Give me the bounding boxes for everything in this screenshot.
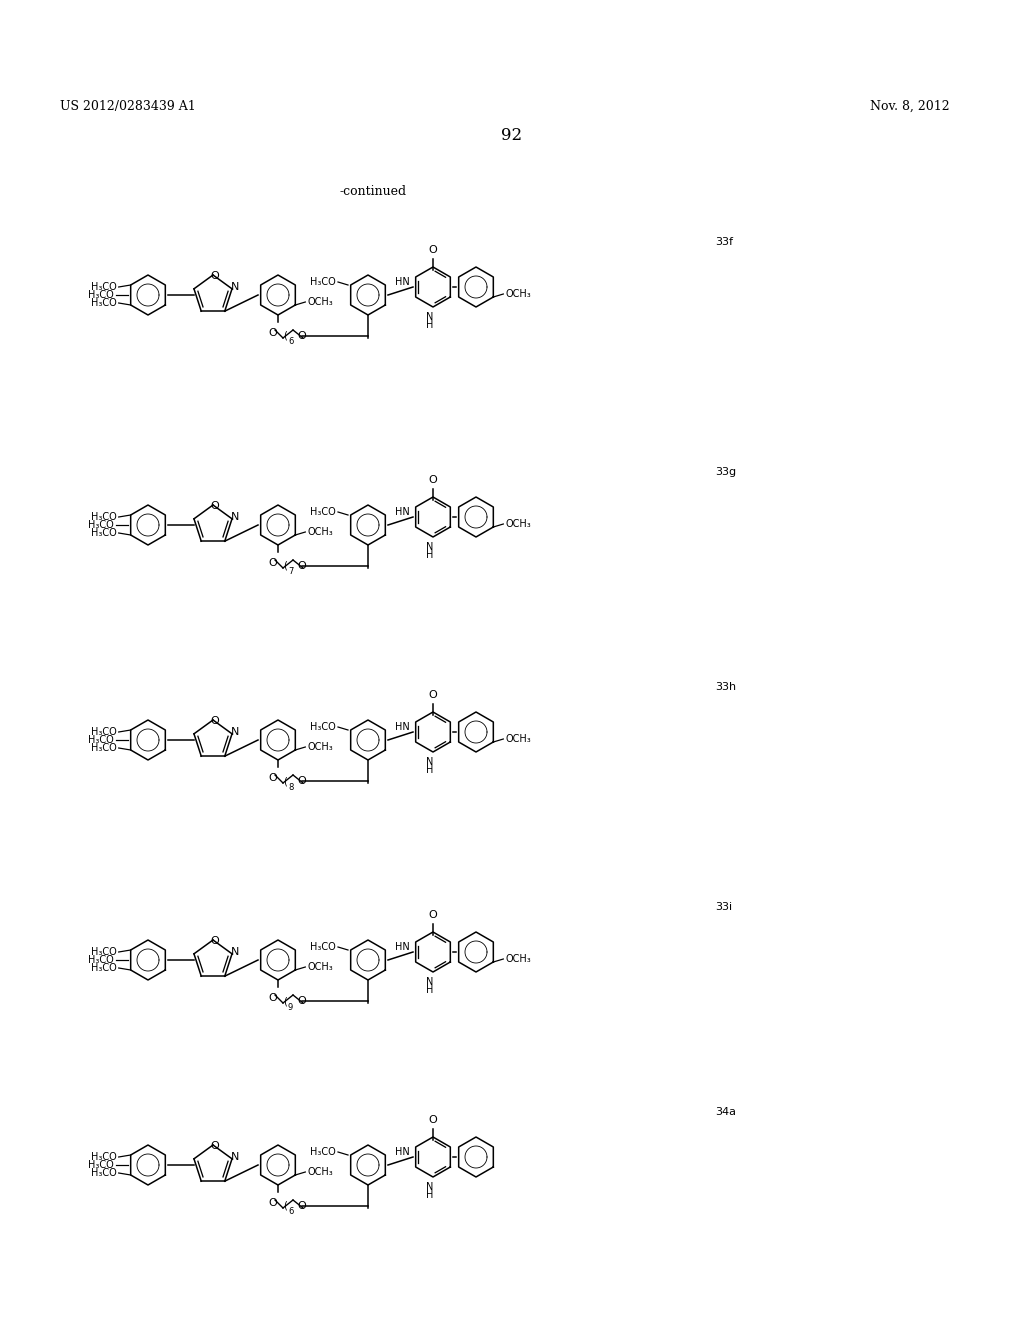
Text: O: O	[211, 271, 219, 281]
Text: 34a: 34a	[715, 1107, 736, 1117]
Text: H₃CO: H₃CO	[91, 1168, 117, 1177]
Text: 7: 7	[288, 568, 293, 577]
Text: H₃CO: H₃CO	[310, 507, 336, 517]
Text: H₃CO: H₃CO	[310, 277, 336, 286]
Text: N: N	[426, 543, 434, 552]
Text: 9: 9	[288, 1002, 293, 1011]
Text: 6: 6	[288, 1208, 293, 1217]
Text: H₃CO: H₃CO	[88, 520, 114, 531]
Text: O: O	[429, 475, 437, 484]
Text: Nov. 8, 2012: Nov. 8, 2012	[870, 100, 949, 114]
Text: OCH₃: OCH₃	[505, 954, 531, 964]
Text: H₃CO: H₃CO	[91, 512, 117, 521]
Text: H₃CO: H₃CO	[91, 298, 117, 308]
Text: (: (	[283, 561, 287, 572]
Text: H: H	[426, 550, 434, 560]
Text: OCH₃: OCH₃	[505, 519, 531, 529]
Text: 33f: 33f	[715, 238, 733, 247]
Text: N: N	[230, 1152, 240, 1162]
Text: O: O	[211, 1140, 219, 1151]
Text: O: O	[211, 936, 219, 946]
Text: H₃CO: H₃CO	[310, 1147, 336, 1158]
Text: O: O	[268, 1199, 278, 1208]
Text: N: N	[230, 512, 240, 521]
Text: H₃CO: H₃CO	[91, 528, 117, 539]
Text: O: O	[429, 246, 437, 255]
Text: H₃CO: H₃CO	[91, 743, 117, 752]
Text: O: O	[429, 690, 437, 700]
Text: H₃CO: H₃CO	[88, 290, 114, 300]
Text: OCH₃: OCH₃	[307, 297, 333, 308]
Text: HN: HN	[395, 1147, 410, 1158]
Text: O: O	[268, 558, 278, 568]
Text: OCH₃: OCH₃	[307, 962, 333, 972]
Text: O: O	[211, 502, 219, 511]
Text: HN: HN	[395, 277, 410, 286]
Text: 33g: 33g	[715, 467, 736, 477]
Text: H₃CO: H₃CO	[88, 954, 114, 965]
Text: 92: 92	[502, 127, 522, 144]
Text: H₃CO: H₃CO	[88, 1160, 114, 1170]
Text: N: N	[230, 727, 240, 737]
Text: H₃CO: H₃CO	[91, 282, 117, 292]
Text: OCH₃: OCH₃	[505, 289, 531, 300]
Text: OCH₃: OCH₃	[505, 734, 531, 744]
Text: -continued: -continued	[340, 185, 408, 198]
Text: O: O	[268, 993, 278, 1003]
Text: HN: HN	[395, 507, 410, 517]
Text: H₃CO: H₃CO	[91, 964, 117, 973]
Text: 8: 8	[288, 783, 293, 792]
Text: H₃CO: H₃CO	[310, 942, 336, 952]
Text: OCH₃: OCH₃	[307, 742, 333, 752]
Text: (: (	[283, 997, 287, 1006]
Text: OCH₃: OCH₃	[307, 527, 333, 537]
Text: 33h: 33h	[715, 682, 736, 692]
Text: H₃CO: H₃CO	[91, 946, 117, 957]
Text: US 2012/0283439 A1: US 2012/0283439 A1	[60, 100, 196, 114]
Text: N: N	[426, 1181, 434, 1192]
Text: N: N	[426, 312, 434, 322]
Text: O: O	[297, 561, 306, 572]
Text: 33i: 33i	[715, 902, 732, 912]
Text: (: (	[283, 776, 287, 785]
Text: H: H	[426, 985, 434, 995]
Text: O: O	[297, 997, 306, 1006]
Text: O: O	[297, 1201, 306, 1210]
Text: N: N	[230, 946, 240, 957]
Text: 6: 6	[288, 338, 293, 346]
Text: (: (	[283, 1201, 287, 1210]
Text: (: (	[283, 331, 287, 341]
Text: N: N	[230, 281, 240, 292]
Text: O: O	[429, 909, 437, 920]
Text: N: N	[426, 756, 434, 767]
Text: HN: HN	[395, 942, 410, 952]
Text: O: O	[268, 327, 278, 338]
Text: N: N	[426, 977, 434, 987]
Text: H: H	[426, 766, 434, 775]
Text: H₃CO: H₃CO	[310, 722, 336, 733]
Text: H: H	[426, 319, 434, 330]
Text: H: H	[426, 1191, 434, 1200]
Text: HN: HN	[395, 722, 410, 733]
Text: H₃CO: H₃CO	[91, 727, 117, 737]
Text: O: O	[268, 774, 278, 783]
Text: O: O	[211, 715, 219, 726]
Text: OCH₃: OCH₃	[307, 1167, 333, 1177]
Text: H₃CO: H₃CO	[88, 735, 114, 744]
Text: O: O	[429, 1115, 437, 1125]
Text: H₃CO: H₃CO	[91, 1152, 117, 1162]
Text: O: O	[297, 331, 306, 341]
Text: O: O	[297, 776, 306, 785]
